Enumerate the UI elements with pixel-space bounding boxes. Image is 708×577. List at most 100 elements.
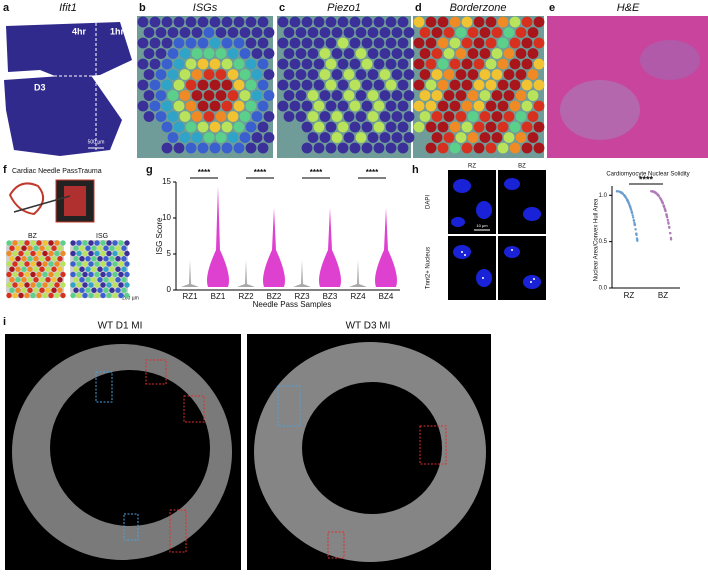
spot: [60, 240, 66, 246]
spot: [467, 111, 479, 122]
x-axis-label: Needle Pass Samples: [253, 300, 332, 309]
spot: [54, 250, 60, 257]
y-axis-label: ISG Score: [155, 217, 164, 254]
scale-label: 500 µm: [88, 139, 105, 145]
spot: [167, 69, 179, 80]
spot: [118, 292, 124, 299]
spot: [295, 27, 307, 38]
spot: [191, 111, 203, 122]
spot: [185, 58, 197, 70]
y-tick-label: 15: [162, 177, 171, 186]
spot: [15, 256, 21, 262]
spot: [51, 266, 57, 272]
spot: [48, 292, 54, 299]
panel-label: f: [3, 164, 7, 176]
spot: [443, 132, 455, 143]
spot: [121, 266, 127, 272]
spot: [149, 58, 161, 70]
spot: [48, 240, 54, 246]
spot: [251, 132, 263, 143]
spot: [12, 261, 18, 267]
spot: [106, 282, 112, 288]
spot: [301, 121, 313, 133]
image-title: WT D3 MI: [346, 321, 391, 332]
spot: [45, 287, 51, 293]
spot: [337, 79, 349, 91]
spot: [461, 16, 473, 28]
spot: [479, 27, 491, 38]
spot: [221, 79, 233, 91]
spot: [295, 48, 307, 59]
spot: [121, 256, 127, 262]
spot: [449, 79, 461, 91]
spot: [437, 16, 449, 28]
spot: [521, 79, 533, 91]
spot: [112, 271, 118, 278]
spot: [15, 245, 21, 251]
spot: [124, 261, 130, 267]
spot: [42, 250, 48, 257]
spot: [94, 250, 100, 257]
spot: [70, 261, 76, 267]
spot: [373, 16, 385, 28]
spot: [70, 292, 76, 299]
spot: [227, 90, 239, 101]
spot: [39, 266, 45, 272]
spot: [449, 100, 461, 112]
spot: [533, 100, 545, 112]
spot: [42, 240, 48, 246]
spot: [245, 79, 257, 91]
spot: [461, 121, 473, 133]
spot: [361, 142, 373, 154]
spot: [179, 27, 191, 38]
spot: [361, 37, 373, 49]
spot: [106, 240, 112, 246]
spot: [367, 48, 379, 59]
spot: [437, 142, 449, 154]
spot: [143, 48, 155, 59]
spot: [9, 266, 15, 272]
dot: [632, 219, 636, 222]
spot: [88, 240, 94, 246]
spot: [221, 142, 233, 154]
spot: [24, 271, 30, 278]
spot: [30, 282, 36, 288]
spot: [301, 79, 313, 91]
violin: [263, 208, 285, 287]
spot: [88, 271, 94, 278]
panel-title: H&E: [617, 2, 640, 14]
spot: [112, 292, 118, 299]
spot: [295, 90, 307, 101]
spot: [27, 245, 33, 251]
spot: [109, 256, 115, 262]
spot: [54, 292, 60, 299]
spot: [30, 271, 36, 278]
violin: [207, 186, 229, 287]
spot: [79, 287, 85, 293]
spot: [473, 79, 485, 91]
spot: [349, 37, 361, 49]
spot: [106, 261, 112, 267]
spot: [21, 256, 27, 262]
spot: [349, 79, 361, 91]
spot: [18, 250, 24, 257]
spot: [85, 287, 91, 293]
y-tick-label: 0: [167, 285, 172, 294]
spot: [227, 69, 239, 80]
spot: [118, 271, 124, 278]
y-tick-label: 0.0: [599, 286, 608, 292]
spot: [118, 261, 124, 267]
spot: [233, 58, 245, 70]
spot: [137, 37, 149, 49]
spot: [397, 58, 409, 70]
spot: [103, 266, 109, 272]
spot: [197, 142, 209, 154]
spot: [283, 48, 295, 59]
spot: [106, 250, 112, 257]
spot: [379, 69, 391, 80]
spot: [79, 256, 85, 262]
spot: [307, 69, 319, 80]
spot: [509, 58, 521, 70]
spot: [197, 121, 209, 133]
